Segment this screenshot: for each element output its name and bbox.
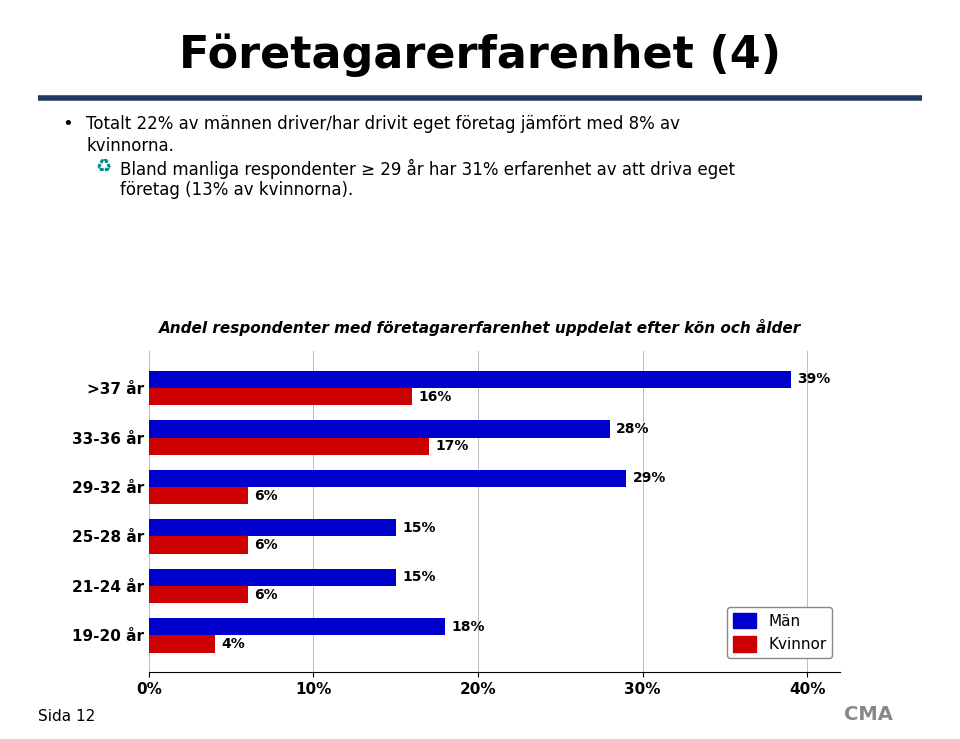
Bar — [149, 420, 610, 437]
Text: 18%: 18% — [451, 620, 485, 634]
Bar — [149, 636, 215, 653]
Text: CMA: CMA — [844, 705, 893, 724]
Text: 29%: 29% — [633, 471, 666, 486]
Text: Bland manliga respondenter ≥ 29 år har 31% erfarenhet av att driva eget: Bland manliga respondenter ≥ 29 år har 3… — [120, 159, 735, 179]
Text: 16%: 16% — [419, 389, 452, 403]
Text: Andel respondenter med företagarerfarenhet uppdelat efter kön och ålder: Andel respondenter med företagarerfarenh… — [158, 319, 802, 336]
Bar — [149, 568, 396, 586]
Text: ♻: ♻ — [96, 159, 112, 177]
Bar — [149, 537, 248, 554]
Text: 6%: 6% — [254, 538, 277, 552]
Text: 6%: 6% — [254, 588, 277, 602]
Text: Totalt 22% av männen driver/har drivit eget företag jämfört med 8% av: Totalt 22% av männen driver/har drivit e… — [86, 115, 681, 132]
Text: 6%: 6% — [254, 488, 277, 503]
Text: 17%: 17% — [435, 439, 468, 453]
Text: 39%: 39% — [797, 372, 830, 386]
Bar — [149, 371, 791, 388]
Text: kvinnorna.: kvinnorna. — [86, 137, 175, 154]
Text: 28%: 28% — [616, 422, 650, 436]
Bar — [149, 618, 445, 636]
Text: 4%: 4% — [221, 637, 245, 651]
Legend: Män, Kvinnor: Män, Kvinnor — [727, 607, 832, 658]
Text: företag (13% av kvinnorna).: företag (13% av kvinnorna). — [120, 181, 353, 199]
Text: Sida 12: Sida 12 — [38, 709, 96, 724]
Bar — [149, 487, 248, 504]
Text: Företagarerfarenhet (4): Företagarerfarenhet (4) — [179, 33, 781, 77]
Bar — [149, 470, 626, 487]
Bar — [149, 388, 412, 406]
Bar — [149, 437, 428, 455]
Text: •: • — [62, 115, 73, 132]
Text: 15%: 15% — [402, 571, 436, 585]
Bar — [149, 520, 396, 537]
Text: 15%: 15% — [402, 521, 436, 535]
Bar — [149, 586, 248, 603]
